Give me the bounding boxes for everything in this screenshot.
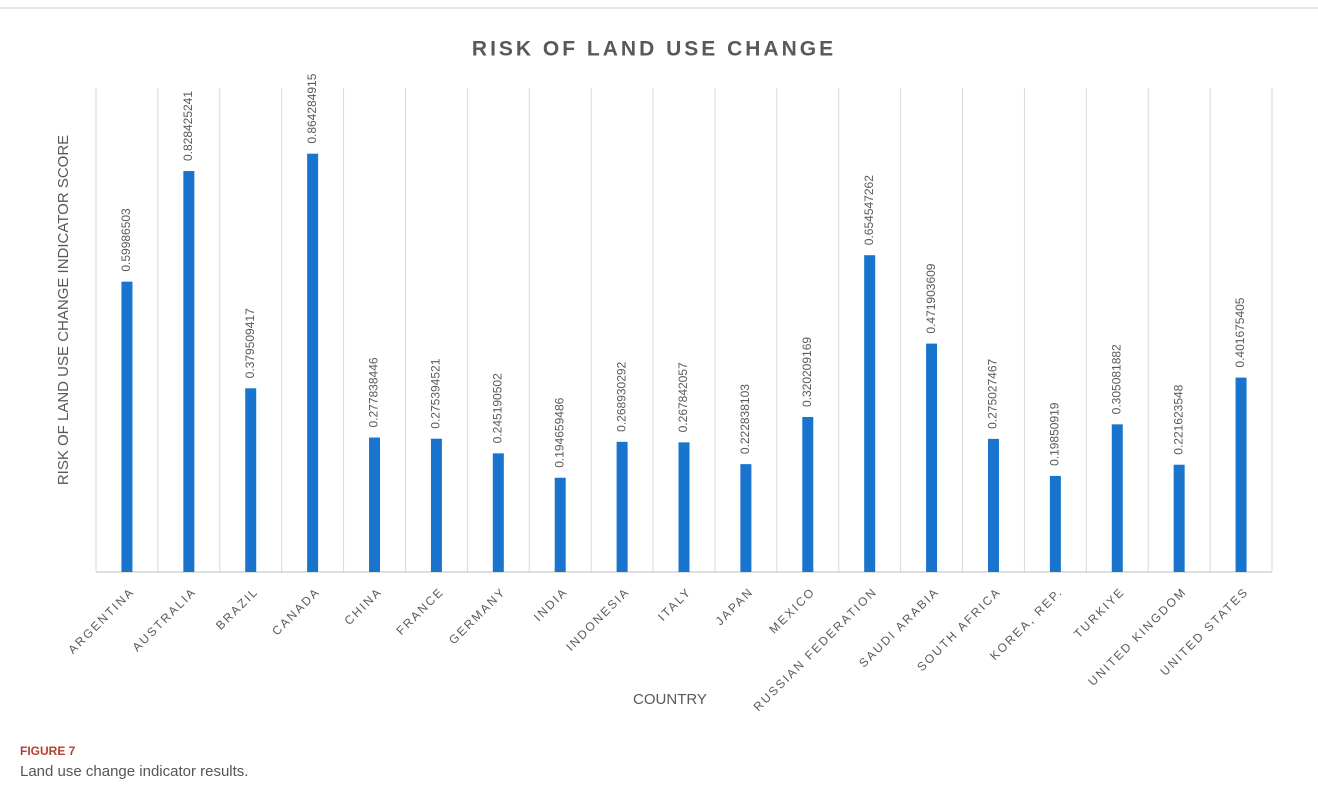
value-label: 0.222838103 — [738, 384, 752, 454]
x-tick-label: MEXICO — [766, 584, 818, 636]
value-label: 0.320209169 — [800, 337, 814, 407]
value-label: 0.654547262 — [862, 175, 876, 245]
x-tick-label: AUSTRALIA — [129, 584, 199, 654]
bar — [740, 464, 752, 572]
x-tick-label: ITALY — [655, 584, 694, 623]
bar — [864, 255, 876, 572]
bar — [183, 171, 195, 573]
value-label: 0.267842057 — [676, 362, 690, 432]
value-label: 0.59986503 — [119, 208, 133, 272]
x-tick-label: CHINA — [342, 584, 385, 627]
x-tick-label: INDONESIA — [563, 584, 632, 653]
bar — [1111, 424, 1123, 572]
value-label: 0.194659486 — [552, 397, 566, 467]
value-label: 0.305081882 — [1109, 344, 1123, 414]
x-tick-label: GERMANY — [446, 584, 509, 647]
x-tick-label: FRANCE — [394, 584, 447, 637]
value-label: 0.277838446 — [367, 357, 381, 427]
figure-caption: Land use change indicator results. — [20, 763, 248, 780]
bar — [554, 477, 566, 572]
x-tick-label: TURKIYE — [1071, 584, 1128, 641]
value-label: 0.401675405 — [1233, 297, 1247, 367]
value-label: 0.275027467 — [986, 358, 1000, 428]
x-tick-label: INDIA — [531, 584, 571, 624]
value-label: 0.268930292 — [614, 361, 628, 431]
value-label: 0.245190502 — [490, 373, 504, 443]
bar — [1049, 475, 1061, 572]
value-label: 0.379509417 — [243, 308, 257, 378]
value-label: 0.828425241 — [181, 91, 195, 161]
x-tick-label: JAPAN — [713, 584, 757, 628]
value-label: 0.864284915 — [305, 73, 319, 143]
bar — [802, 417, 814, 572]
bar — [121, 281, 133, 572]
chart-title: RISK OF LAND USE CHANGE — [472, 38, 836, 61]
bar — [245, 388, 257, 572]
y-axis-label: RISK OF LAND USE CHANGE INDICATOR SCORE — [55, 135, 72, 485]
bar — [307, 153, 319, 572]
x-tick-label: BRAZIL — [213, 584, 261, 632]
value-label: 0.275394521 — [429, 358, 443, 428]
x-tick-label: ARGENTINA — [65, 584, 137, 656]
value-label: 0.19850919 — [1048, 402, 1062, 466]
bar — [492, 453, 504, 572]
bar — [987, 438, 999, 572]
x-axis-label: COUNTRY — [633, 691, 707, 708]
bar — [369, 437, 381, 572]
bar — [1173, 464, 1185, 572]
bar — [430, 438, 442, 572]
x-tick-label: RUSSIAN FEDERATION — [751, 584, 880, 713]
figure-label: FIGURE 7 — [20, 744, 76, 758]
bar — [678, 442, 690, 572]
value-label: 0.221623548 — [1171, 384, 1185, 454]
bar — [926, 343, 938, 572]
value-label: 0.471903609 — [924, 263, 938, 333]
x-tick-label: CANADA — [269, 584, 323, 638]
bar — [616, 441, 628, 572]
bar — [1235, 377, 1247, 572]
